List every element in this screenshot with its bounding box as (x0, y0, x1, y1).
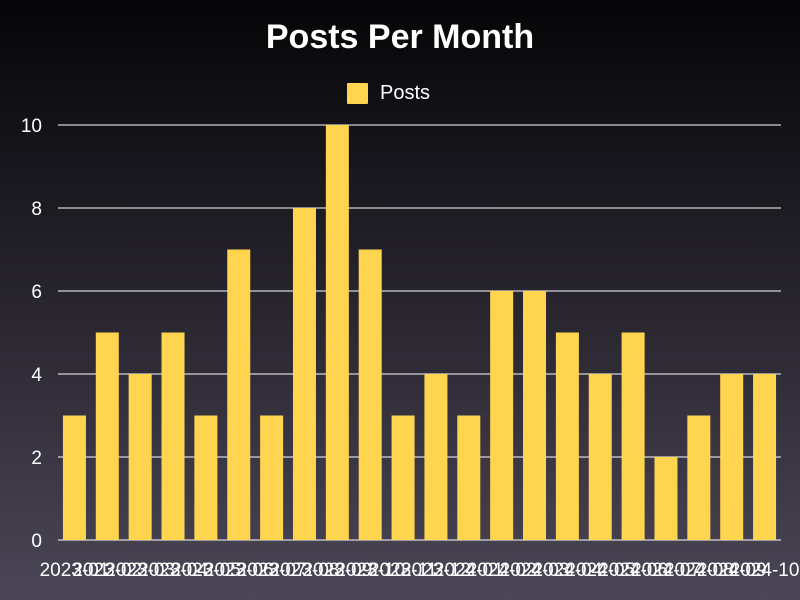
y-tick-label-6: 6 (31, 282, 42, 303)
chart-legend[interactable]: Posts (347, 81, 430, 105)
y-tick-label-0: 0 (31, 531, 42, 552)
bar-2024-02[interactable] (490, 291, 514, 540)
bar-2024-10[interactable] (753, 374, 777, 540)
x-tick-label-2024-09: 2024-09 (697, 560, 767, 581)
bar-2023-05[interactable] (194, 415, 218, 541)
legend-label-posts: Posts (380, 81, 431, 104)
bar-2024-01[interactable] (457, 415, 481, 541)
bar-2024-05[interactable] (588, 374, 612, 540)
x-tick-label-2023-08: 2023-08 (270, 560, 340, 581)
y-tick-label-4: 4 (31, 365, 42, 386)
legend-swatch-posts (347, 82, 368, 104)
bar-2024-08[interactable] (687, 415, 711, 541)
bar-2023-02[interactable] (95, 332, 119, 541)
bar-2024-04[interactable] (555, 332, 579, 541)
x-tick-label-2023-12: 2023-12 (401, 560, 471, 581)
bar-2023-08[interactable] (292, 208, 316, 540)
y-tick-label-10: 10 (21, 116, 42, 137)
y-tick-label-2: 2 (31, 448, 42, 469)
x-tick-label-2023-05: 2023-05 (171, 560, 241, 581)
x-tick-label-2024-08: 2024-08 (664, 560, 734, 581)
x-tick-label-2023-01: 2023-01 (40, 560, 110, 581)
x-tick-label-2023-02: 2023-02 (72, 560, 142, 581)
x-tick-label-2023-06: 2023-06 (204, 560, 274, 581)
bar-2023-03[interactable] (128, 374, 152, 540)
bar-2023-10[interactable] (358, 249, 382, 541)
bar-2023-07[interactable] (260, 415, 284, 541)
bar-2023-12[interactable] (424, 374, 448, 540)
y-tick-label-8: 8 (31, 199, 42, 220)
bar-2023-06[interactable] (227, 249, 251, 541)
bar-2024-09[interactable] (720, 374, 744, 540)
bar-2023-04[interactable] (161, 332, 185, 541)
x-tick-label-2024-04: 2024-04 (533, 560, 603, 581)
chart-title: Posts Per Month (265, 18, 535, 56)
x-tick-label-2023-04: 2023-04 (138, 560, 208, 581)
x-tick-label-2024-10: 2024-10 (730, 560, 800, 581)
x-tick-label-2023-03: 2023-03 (105, 560, 175, 581)
x-tick-label-2024-05: 2024-05 (565, 560, 635, 581)
bar-2024-06[interactable] (621, 332, 645, 541)
bar-2024-07[interactable] (654, 457, 678, 540)
x-tick-label-2024-07: 2024-07 (631, 560, 701, 581)
bar-2023-11[interactable] (391, 415, 415, 541)
x-tick-label-2024-03: 2024-03 (500, 560, 570, 581)
x-tick-label-2024-06: 2024-06 (598, 560, 668, 581)
x-tick-label-2023-09: 2023-09 (302, 560, 372, 581)
x-tick-label-2024-01: 2024-01 (434, 560, 504, 581)
bar-2024-03[interactable] (523, 291, 547, 540)
x-tick-label-2024-02: 2024-02 (467, 560, 537, 581)
bar-2023-01[interactable] (62, 415, 86, 541)
bar-2023-09[interactable] (325, 125, 349, 540)
x-tick-label-2023-07: 2023-07 (237, 560, 307, 581)
x-tick-label-2023-11: 2023-11 (369, 560, 437, 581)
x-tick-label-2023-10: 2023-10 (335, 560, 405, 581)
